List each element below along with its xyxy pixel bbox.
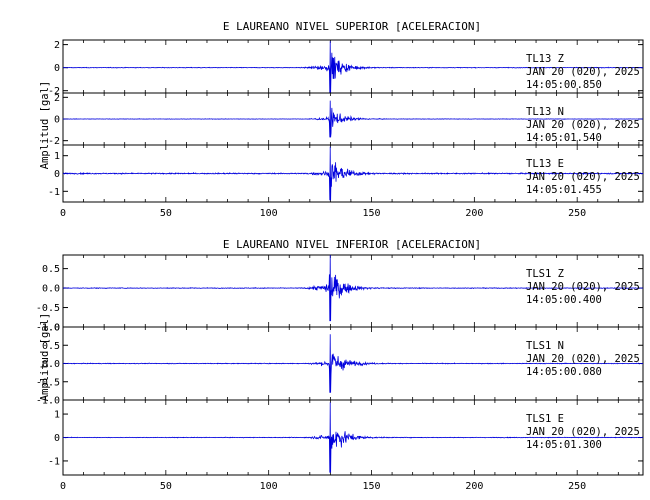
x-tick-label: 50 xyxy=(160,481,172,492)
y-tick-label: 0.0 xyxy=(42,359,60,370)
y-tick-label: -1.0 xyxy=(36,323,60,334)
station-label: TL13 E xyxy=(526,158,564,170)
station-label: TL13 N xyxy=(526,106,564,118)
panel-superior: E LAUREANO NIVEL SUPERIOR [ACELERACION] … xyxy=(39,20,644,219)
y-tick-label: 0 xyxy=(54,63,60,74)
y-tick-label: 0 xyxy=(54,433,60,444)
waveform-line xyxy=(62,100,644,138)
waveform-line xyxy=(62,334,644,393)
x-tick-label: 200 xyxy=(465,208,483,219)
y-tick-label: -0.5 xyxy=(36,377,60,388)
panel-inferior: E LAUREANO NIVEL INFERIOR [ACELERACION] … xyxy=(36,238,644,492)
y-tick-label: 2 xyxy=(54,40,60,51)
waveform-line xyxy=(62,146,644,201)
x-tick-label: 100 xyxy=(260,481,278,492)
y-tick-label: 0.0 xyxy=(42,284,60,295)
x-tick-label: 200 xyxy=(465,481,483,492)
record-date: JAN 20 (020), 2025 xyxy=(526,353,640,365)
station-label: TLS1 Z xyxy=(526,268,564,280)
x-tick-label: 250 xyxy=(568,481,586,492)
record-date: JAN 20 (020), 2025 xyxy=(526,66,640,78)
x-tick-label: 150 xyxy=(362,208,380,219)
y-tick-label: 1.0 xyxy=(42,323,60,334)
x-axis: 0 50 100 150 200 250 xyxy=(60,208,586,219)
x-tick-label: 0 xyxy=(60,208,66,219)
record-date: JAN 20 (020), 2025 xyxy=(526,281,640,293)
panel-title: E LAUREANO NIVEL INFERIOR [ACELERACION] xyxy=(223,238,481,251)
y-tick-label: -0.5 xyxy=(36,303,60,314)
panel-title: E LAUREANO NIVEL SUPERIOR [ACELERACION] xyxy=(223,20,481,33)
y-tick-label: -1.0 xyxy=(36,396,60,407)
y-tick-label: 1 xyxy=(54,410,60,421)
y-tick-label: -2 xyxy=(48,136,60,147)
x-tick-label: 0 xyxy=(60,481,66,492)
station-label: TLS1 N xyxy=(526,340,564,352)
y-tick-label: 0 xyxy=(54,115,60,126)
y-axis-label: Amplitud [gal] xyxy=(39,81,51,170)
record-time: 14:05:00.850 xyxy=(526,79,602,91)
y-tick-label: -1 xyxy=(48,456,60,467)
record-time: 14:05:01.455 xyxy=(526,184,602,196)
waveform-line xyxy=(62,402,644,473)
y-tick-label: -2 xyxy=(48,86,60,97)
record-time: 14:05:00.080 xyxy=(526,366,602,378)
y-axis-label: Amplitud [gal] xyxy=(39,313,51,402)
station-label: TL13 Z xyxy=(526,53,564,65)
y-tick-label: 0.5 xyxy=(42,264,60,275)
x-tick-label: 150 xyxy=(362,481,380,492)
y-tick-label: 0 xyxy=(54,169,60,180)
y-tick-label: 0.5 xyxy=(42,341,60,352)
y-tick-label: 2 xyxy=(54,93,60,104)
record-date: JAN 20 (020), 2025 xyxy=(526,426,640,438)
y-tick-label: -1 xyxy=(48,187,60,198)
x-tick-label: 250 xyxy=(568,208,586,219)
station-label: TLS1 E xyxy=(526,413,564,425)
record-time: 14:05:01.300 xyxy=(526,439,602,451)
y-tick-label: 1 xyxy=(54,151,60,162)
record-date: JAN 20 (020), 2025 xyxy=(526,119,640,131)
waveform-line xyxy=(62,254,644,322)
x-axis: 0 50 100 150 200 250 xyxy=(60,481,586,492)
record-date: JAN 20 (020), 2025 xyxy=(526,171,640,183)
x-tick-label: 100 xyxy=(260,208,278,219)
x-tick-label: 50 xyxy=(160,208,172,219)
record-time: 14:05:00.400 xyxy=(526,294,602,306)
waveform-line xyxy=(62,41,644,94)
record-time: 14:05:01.540 xyxy=(526,132,602,144)
